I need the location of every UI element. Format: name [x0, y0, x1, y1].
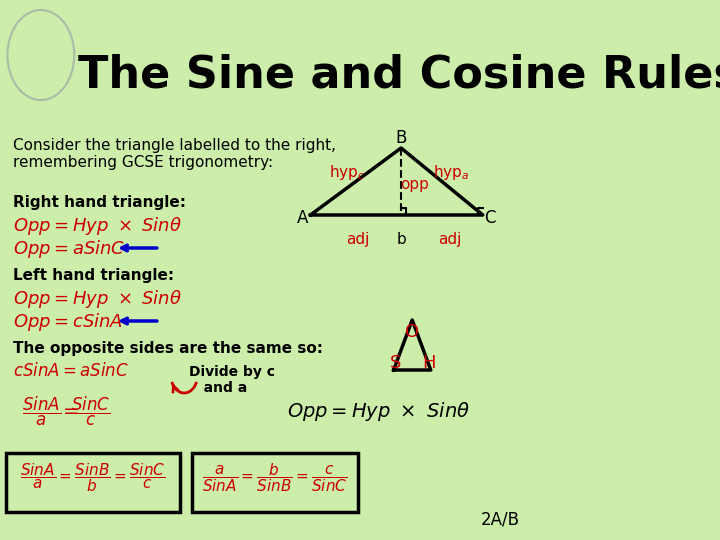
Text: $\dfrac{SinA}{a}=\dfrac{SinB}{b}=\dfrac{SinC}{c}$: $\dfrac{SinA}{a}=\dfrac{SinB}{b}=\dfrac{…	[20, 461, 166, 494]
Text: hyp$_c$: hyp$_c$	[330, 163, 366, 181]
Text: $\it{cSinA = aSinC}$: $\it{cSinA = aSinC}$	[14, 362, 130, 380]
Text: B: B	[395, 129, 407, 147]
Text: The opposite sides are the same so:: The opposite sides are the same so:	[14, 341, 323, 356]
Text: Consider the triangle labelled to the right,
remembering GCSE trigonometry:: Consider the triangle labelled to the ri…	[14, 138, 336, 171]
Text: adj: adj	[346, 232, 369, 247]
Text: The Sine and Cosine Rules: The Sine and Cosine Rules	[78, 53, 720, 97]
Text: hyp$_a$: hyp$_a$	[433, 163, 469, 181]
Text: S: S	[390, 354, 402, 372]
Text: Divide by c
   and a: Divide by c and a	[189, 365, 275, 395]
Text: 2A/B: 2A/B	[481, 510, 520, 528]
Text: $\it{Opp = Hyp\ \times\ Sin\theta}$: $\it{Opp = Hyp\ \times\ Sin\theta}$	[14, 215, 182, 237]
Text: $\dfrac{SinA}{a}$: $\dfrac{SinA}{a}$	[22, 395, 61, 428]
Text: C: C	[485, 209, 496, 227]
Text: Left hand triangle:: Left hand triangle:	[14, 268, 174, 283]
FancyBboxPatch shape	[192, 453, 358, 512]
Text: $\it{Opp = cSinA}$: $\it{Opp = cSinA}$	[14, 311, 123, 333]
Text: $\it{Opp = aSinC}$: $\it{Opp = aSinC}$	[14, 238, 126, 260]
Text: A: A	[297, 209, 309, 227]
Text: O: O	[405, 323, 419, 341]
Text: $\it{Opp = Hyp\ \times\ Sin\theta}$: $\it{Opp = Hyp\ \times\ Sin\theta}$	[14, 288, 182, 310]
Text: H: H	[422, 354, 436, 372]
Text: $\dfrac{a}{SinA}=\dfrac{b}{SinB}=\dfrac{c}{SinC}$: $\dfrac{a}{SinA}=\dfrac{b}{SinB}=\dfrac{…	[202, 461, 348, 494]
Text: $=$: $=$	[60, 400, 80, 419]
Text: $\it{Opp = Hyp\ \times\ Sin\theta}$: $\it{Opp = Hyp\ \times\ Sin\theta}$	[287, 400, 470, 423]
Text: $\dfrac{SinC}{c}$: $\dfrac{SinC}{c}$	[71, 395, 111, 428]
Text: b: b	[396, 232, 406, 247]
Text: Right hand triangle:: Right hand triangle:	[14, 195, 186, 210]
Text: opp: opp	[400, 178, 429, 192]
FancyBboxPatch shape	[6, 453, 180, 512]
Text: adj: adj	[438, 232, 461, 247]
